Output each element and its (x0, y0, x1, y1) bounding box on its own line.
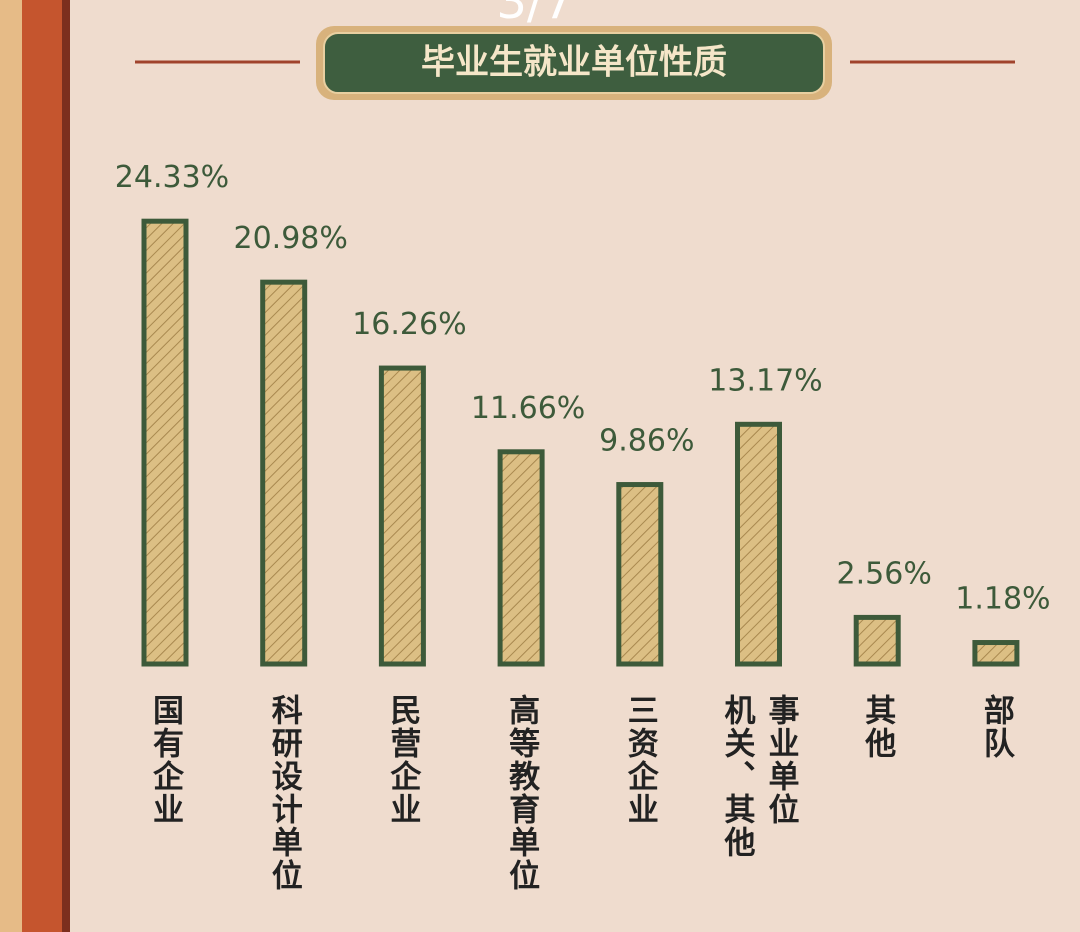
value-label: 13.17% (708, 363, 822, 398)
bar (141, 218, 189, 667)
value-label: 1.18% (955, 582, 1050, 617)
banner (323, 32, 825, 94)
bar (735, 421, 782, 667)
value-label: 11.66% (471, 391, 585, 426)
category-label: 机关、其他事业单位 (718, 694, 799, 859)
chart-title: 毕业生就业单位性质 (421, 43, 727, 83)
value-label: 24.33% (115, 160, 229, 195)
bar (853, 614, 901, 667)
stripe (62, 0, 70, 932)
value-label: 20.98% (234, 221, 348, 256)
category-label: 科研设计单位 (265, 694, 302, 892)
category-label: 高等教育单位 (503, 694, 540, 892)
category-label: 国有企业 (147, 694, 183, 826)
bar (616, 482, 664, 667)
category-label: 部队 (977, 694, 1014, 760)
value-label: 9.86% (599, 424, 694, 459)
bar (378, 365, 426, 667)
category-label: 其他 (859, 694, 896, 760)
bar (972, 640, 1020, 667)
page-indicator: 3/7 (496, 0, 573, 30)
stripe (22, 0, 62, 932)
value-label: 16.26% (352, 307, 466, 342)
bar (260, 279, 308, 667)
category-label: 三资企业 (621, 694, 658, 826)
category-label: 民营企业 (384, 694, 421, 826)
bar (497, 449, 545, 667)
stripe (0, 0, 22, 932)
value-label: 2.56% (837, 556, 932, 591)
